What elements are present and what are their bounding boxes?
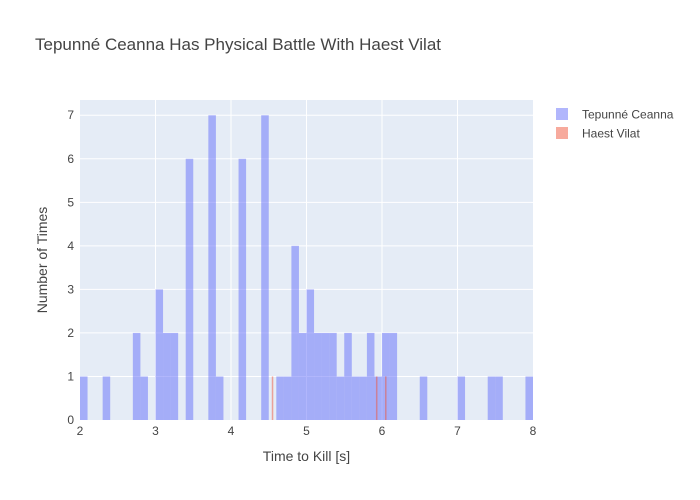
bar-tepunne-ceanna[interactable]: [366, 332, 375, 420]
y-tick-label: 0: [67, 413, 74, 427]
bar-tepunne-ceanna[interactable]: [163, 332, 171, 420]
x-tick-label: 4: [228, 424, 235, 438]
bar-tepunne-ceanna[interactable]: [306, 289, 315, 420]
bar-haest-vilat[interactable]: [385, 376, 387, 420]
x-tick-label: 8: [530, 424, 537, 438]
y-tick-label: 3: [67, 282, 74, 296]
bar-tepunne-ceanna[interactable]: [140, 376, 148, 420]
legend-item-haest-vilat[interactable]: Haest Vilat: [556, 127, 640, 141]
chart-title: Tepunné Ceanna Has Physical Battle With …: [35, 35, 441, 54]
bar-tepunne-ceanna[interactable]: [208, 115, 216, 420]
bar-tepunne-ceanna[interactable]: [344, 332, 352, 420]
x-tick-label: 3: [152, 424, 159, 438]
legend-item-tepunne-ceanna[interactable]: Tepunné Ceanna: [556, 108, 674, 122]
bar-tepunne-ceanna[interactable]: [155, 289, 164, 420]
y-tick-label: 7: [67, 108, 74, 122]
bar-tepunne-ceanna[interactable]: [525, 376, 533, 420]
bar-tepunne-ceanna[interactable]: [359, 376, 367, 420]
bar-tepunne-ceanna[interactable]: [487, 376, 496, 420]
x-axis-ticks: 2 3 4 5 6 7 8: [77, 424, 537, 438]
bar-tepunne-ceanna[interactable]: [80, 376, 88, 420]
legend-label-haest-vilat: Haest Vilat: [582, 127, 640, 141]
x-tick-label: 2: [77, 424, 84, 438]
bar-tepunne-ceanna[interactable]: [419, 376, 428, 420]
bar-tepunne-ceanna[interactable]: [276, 376, 284, 420]
bar-tepunne-ceanna[interactable]: [389, 332, 398, 420]
x-tick-label: 6: [379, 424, 386, 438]
y-tick-label: 1: [67, 369, 74, 383]
bar-tepunne-ceanna[interactable]: [261, 115, 269, 420]
bar-haest-vilat[interactable]: [375, 376, 378, 420]
bar-tepunne-ceanna[interactable]: [298, 332, 307, 420]
bar-tepunne-ceanna[interactable]: [185, 158, 194, 420]
bar-tepunne-ceanna[interactable]: [215, 376, 224, 420]
x-tick-label: 7: [454, 424, 461, 438]
bar-tepunne-ceanna[interactable]: [314, 332, 322, 420]
x-tick-label: 5: [303, 424, 310, 438]
bar-tepunne-ceanna[interactable]: [238, 158, 247, 420]
bar-tepunne-ceanna[interactable]: [351, 376, 360, 420]
bar-tepunne-ceanna[interactable]: [457, 376, 466, 420]
bar-tepunne-ceanna[interactable]: [170, 332, 179, 420]
legend[interactable]: Tepunné Ceanna Haest Vilat: [556, 108, 674, 141]
y-axis-ticks: 0 1 2 3 4 5 6 7: [67, 108, 74, 427]
bar-tepunne-ceanna[interactable]: [132, 332, 141, 420]
legend-swatch-tepunne-ceanna: [556, 108, 568, 120]
bar-tepunne-ceanna[interactable]: [329, 332, 337, 420]
bar-tepunne-ceanna[interactable]: [495, 376, 503, 420]
bars: [80, 115, 533, 420]
bar-tepunne-ceanna[interactable]: [283, 376, 292, 420]
bar-tepunne-ceanna[interactable]: [102, 376, 111, 420]
bar-haest-vilat[interactable]: [271, 376, 274, 420]
y-tick-label: 4: [67, 239, 74, 253]
bar-tepunne-ceanna[interactable]: [374, 376, 382, 420]
y-tick-label: 5: [67, 195, 74, 209]
y-tick-label: 6: [67, 152, 74, 166]
y-axis-title: Number of Times: [34, 207, 50, 314]
legend-swatch-haest-vilat: [556, 127, 568, 139]
legend-label-tepunne-ceanna: Tepunné Ceanna: [582, 108, 674, 122]
bar-tepunne-ceanna[interactable]: [291, 245, 299, 420]
x-axis-title: Time to Kill [s]: [263, 448, 350, 464]
bar-tepunne-ceanna[interactable]: [336, 376, 345, 420]
bar-tepunne-ceanna[interactable]: [321, 332, 330, 420]
y-tick-label: 2: [67, 326, 74, 340]
